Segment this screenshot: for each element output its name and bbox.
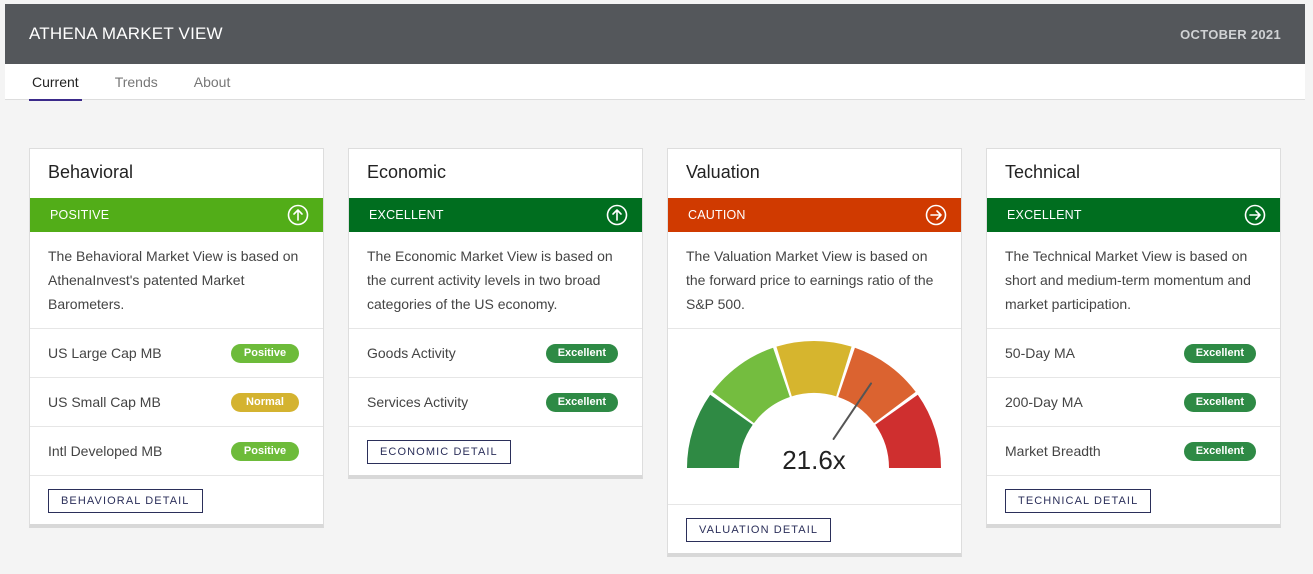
status-badge: Excellent xyxy=(1183,441,1256,461)
arrow-right-circle-icon xyxy=(925,204,947,226)
row-label: US Small Cap MB xyxy=(48,394,161,410)
list-item: Intl Developed MB Positive xyxy=(30,427,323,476)
card-title: Economic xyxy=(367,162,447,182)
tab-trends[interactable]: Trends xyxy=(114,74,158,90)
list-item: Market Breadth Excellent xyxy=(987,427,1280,476)
behavioral-detail-button[interactable]: BEHAVIORAL DETAIL xyxy=(48,489,203,513)
technical-card: Technical EXCELLENT The Technical Market… xyxy=(986,148,1281,528)
card-description: The Behavioral Market View is based on A… xyxy=(30,232,323,329)
technical-detail-button[interactable]: TECHNICAL DETAIL xyxy=(1005,489,1152,513)
status-badge: Excellent xyxy=(1183,392,1256,412)
app-title: ATHENA MARKET VIEW xyxy=(29,24,223,43)
row-label: Market Breadth xyxy=(1005,443,1101,459)
gauge-value: 21.6x xyxy=(782,445,846,475)
card-title: Valuation xyxy=(686,162,760,182)
behavioral-card: Behavioral POSITIVE The Behavioral Marke… xyxy=(29,148,324,528)
list-item: 50-Day MA Excellent xyxy=(987,329,1280,378)
status-badge: Excellent xyxy=(1183,343,1256,363)
arrow-up-circle-icon xyxy=(606,204,628,226)
economic-detail-button[interactable]: ECONOMIC DETAIL xyxy=(367,440,511,464)
status-bar: EXCELLENT xyxy=(349,198,642,232)
row-label: 200-Day MA xyxy=(1005,394,1083,410)
status-badge: Positive xyxy=(231,441,299,461)
gauge-segment xyxy=(776,341,852,397)
pe-gauge: 21.6x xyxy=(668,329,961,505)
detail-area: TECHNICAL DETAIL xyxy=(987,476,1280,524)
card-description: The Valuation Market View is based on th… xyxy=(668,232,961,329)
status-badge: Excellent xyxy=(545,392,618,412)
arrow-right-circle-icon xyxy=(1244,204,1266,226)
row-label: US Large Cap MB xyxy=(48,345,162,361)
gauge-segment xyxy=(712,347,790,424)
status-badge: Positive xyxy=(231,343,299,363)
valuation-detail-button[interactable]: VALUATION DETAIL xyxy=(686,518,832,542)
card-title: Behavioral xyxy=(48,162,134,182)
tab-about[interactable]: About xyxy=(193,74,231,90)
economic-card: Economic EXCELLENT The Economic Market V… xyxy=(348,148,643,479)
report-date: OCTOBER 2021 xyxy=(1180,26,1281,42)
status-bar: POSITIVE xyxy=(30,198,323,232)
tab-bar: Current Trends About xyxy=(5,64,1305,101)
status-badge: Normal xyxy=(231,392,299,412)
status-label: CAUTION xyxy=(688,208,746,222)
gauge-segment xyxy=(875,394,941,468)
tab-current[interactable]: Current xyxy=(29,64,82,101)
row-label: 50-Day MA xyxy=(1005,345,1076,361)
list-item: Services Activity Excellent xyxy=(349,378,642,427)
status-label: POSITIVE xyxy=(50,208,110,222)
list-item: US Small Cap MB Normal xyxy=(30,378,323,427)
list-item: 200-Day MA Excellent xyxy=(987,378,1280,427)
status-badge: Excellent xyxy=(545,343,618,363)
list-item: US Large Cap MB Positive xyxy=(30,329,323,378)
status-bar: CAUTION xyxy=(668,198,961,232)
row-label: Services Activity xyxy=(367,394,469,410)
card-description: The Technical Market View is based on sh… xyxy=(987,232,1280,329)
gauge-needle xyxy=(832,382,873,440)
detail-area: BEHAVIORAL DETAIL xyxy=(30,476,323,524)
row-label: Goods Activity xyxy=(367,345,456,361)
arrow-up-circle-icon xyxy=(287,204,309,226)
list-item: Goods Activity Excellent xyxy=(349,329,642,378)
row-label: Intl Developed MB xyxy=(48,443,163,459)
top-bar: ATHENA MARKET VIEW OCTOBER 2021 xyxy=(5,4,1305,64)
valuation-card: Valuation CAUTION The Valuation Market V… xyxy=(667,148,962,557)
detail-area: VALUATION DETAIL xyxy=(668,505,961,553)
card-description: The Economic Market View is based on the… xyxy=(349,232,642,329)
card-title: Technical xyxy=(1005,162,1081,182)
detail-area: ECONOMIC DETAIL xyxy=(349,427,642,475)
page: ATHENA MARKET VIEW OCTOBER 2021 Current … xyxy=(5,4,1305,574)
gauge-segment xyxy=(687,394,753,468)
status-label: EXCELLENT xyxy=(1007,208,1082,222)
status-bar: EXCELLENT xyxy=(987,198,1280,232)
status-label: EXCELLENT xyxy=(369,208,444,222)
